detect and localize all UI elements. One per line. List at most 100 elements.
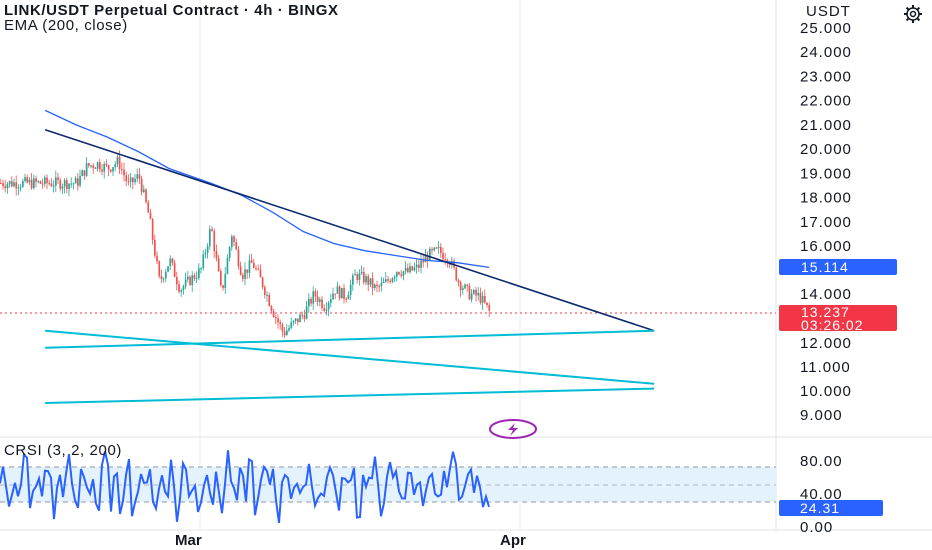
candle-body — [409, 266, 411, 273]
candle-body — [354, 274, 356, 276]
candle-body — [92, 165, 95, 168]
candle-body — [301, 314, 304, 316]
price-tick: 12.000 — [800, 335, 852, 352]
candle-body — [314, 291, 317, 297]
price-tick: 21.000 — [800, 117, 852, 134]
price-badge: 13.237 03:26:02 — [779, 304, 897, 333]
gear-icon[interactable] — [903, 4, 923, 24]
candle-body — [83, 170, 86, 176]
ema-badge-text: 15.114 — [801, 259, 849, 275]
candle-body — [299, 314, 301, 323]
crsi-tick: 40.00 — [800, 486, 843, 503]
candle-body — [0, 183, 2, 185]
candle-body — [8, 181, 11, 185]
candle-body — [442, 252, 444, 259]
candle-body — [180, 290, 183, 292]
candle-body — [220, 271, 222, 286]
candle-body — [187, 276, 189, 280]
candle-body — [400, 274, 403, 276]
candle-body — [332, 293, 334, 300]
candle-body — [191, 275, 194, 286]
countdown-text: 03:26:02 — [801, 317, 864, 333]
candle-body — [125, 175, 128, 181]
candle-body — [145, 189, 147, 203]
candle-body — [85, 163, 88, 176]
price-axis[interactable]: 25.000 24.000 23.000 22.000 21.000 20.000 19.0… — [800, 20, 852, 424]
candle-body — [143, 189, 145, 193]
candle-body — [74, 178, 77, 184]
lightning-icon[interactable] — [489, 419, 537, 439]
candle-body — [123, 169, 125, 176]
candle-body — [349, 284, 352, 295]
price-tick: 24.000 — [800, 44, 852, 61]
candle-body — [352, 275, 354, 285]
candle-body — [369, 278, 372, 285]
candle-body — [319, 299, 321, 302]
candle-body — [72, 183, 75, 185]
candle-body — [345, 298, 348, 300]
candle-body — [484, 296, 486, 303]
candle-body — [382, 281, 385, 283]
candle-body — [28, 179, 31, 183]
candle-body — [151, 219, 154, 240]
candle-body — [305, 306, 308, 319]
candle-body — [4, 186, 7, 189]
candle-body — [415, 264, 418, 268]
crsi-line — [0, 450, 490, 524]
candle-body — [202, 254, 205, 269]
candle-body — [244, 269, 246, 279]
candle-body — [24, 177, 26, 181]
candle-body — [341, 287, 343, 299]
candle-body — [235, 241, 238, 250]
candle-body — [13, 182, 15, 187]
crsi-badge: 24.31 — [779, 500, 883, 516]
candle-body — [224, 274, 227, 289]
candle-body — [178, 284, 180, 292]
ema-legend[interactable]: EMA (200, close) — [4, 17, 128, 34]
candle-body — [288, 327, 290, 331]
candle-body — [330, 299, 332, 303]
candle-body — [310, 298, 312, 304]
crsi-badge-text: 24.31 — [800, 500, 840, 516]
candle-body — [418, 264, 420, 268]
candle-body — [44, 177, 46, 185]
candle-body — [57, 177, 59, 181]
candle-body — [211, 229, 213, 232]
candle-body — [55, 177, 57, 186]
candle-body — [391, 278, 394, 283]
grid — [199, 0, 521, 530]
candle-body — [70, 183, 73, 185]
candle-body — [297, 318, 299, 323]
candle-body — [343, 287, 345, 299]
crsi-legend[interactable]: CRSI (3, 2, 200) — [4, 442, 122, 459]
candle-body — [173, 262, 176, 278]
candle-body — [402, 271, 405, 276]
crsi-axis[interactable]: 80.00 40.00 0.00 — [800, 453, 843, 536]
candle-body — [266, 294, 268, 296]
candle-body — [77, 178, 79, 186]
candle-body — [479, 292, 482, 303]
candle-body — [411, 266, 414, 271]
candle-body — [209, 229, 211, 247]
candle-body — [420, 260, 422, 268]
price-tick: 9.000 — [800, 407, 843, 424]
price-tick: 16.000 — [800, 238, 852, 255]
candle-body — [96, 162, 99, 169]
candle-body — [147, 202, 150, 213]
candle-body — [413, 267, 416, 271]
candle-body — [281, 324, 284, 332]
support-rising-line — [45, 329, 655, 349]
candle-body — [308, 298, 310, 307]
candle-body — [17, 187, 20, 189]
candle-body — [437, 246, 440, 249]
candle-body — [292, 320, 295, 323]
candle-body — [149, 212, 152, 220]
candle-body — [61, 186, 64, 189]
candle-body — [374, 284, 376, 288]
candle-body — [283, 331, 286, 336]
candle-body — [176, 277, 178, 285]
candle-body — [422, 260, 425, 263]
candle-body — [275, 317, 277, 319]
candle-body — [279, 322, 282, 325]
